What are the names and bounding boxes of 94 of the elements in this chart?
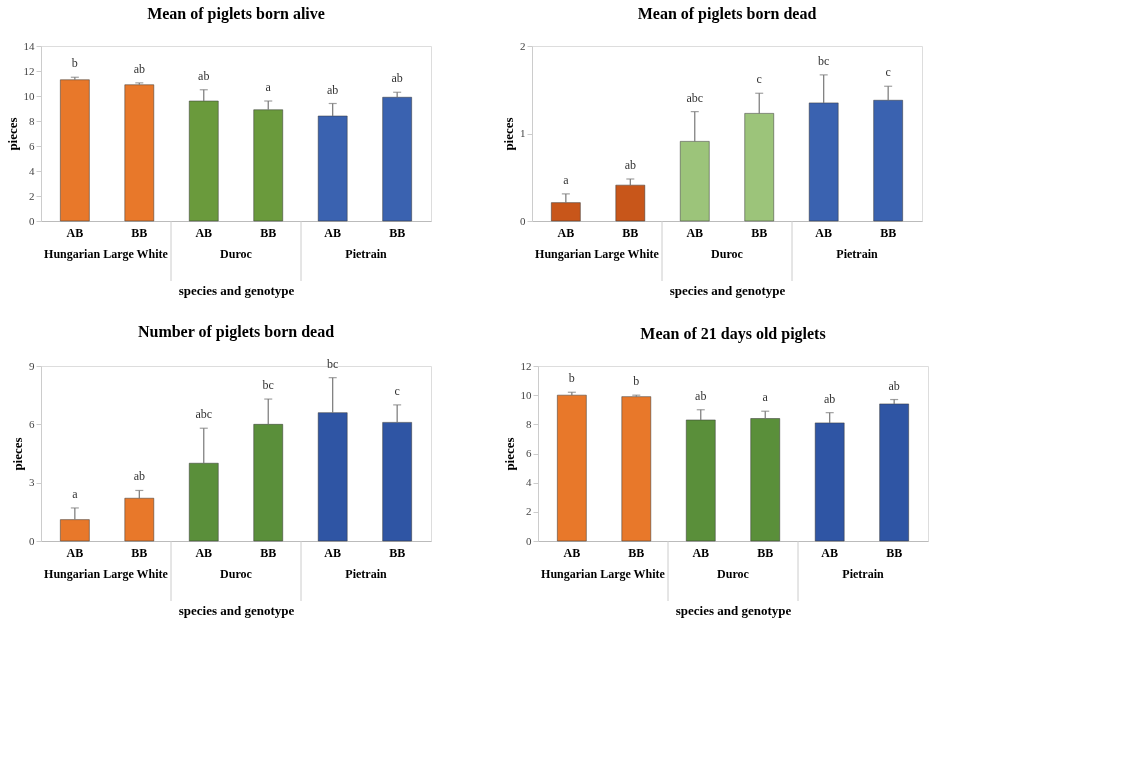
annotation: ab	[133, 61, 145, 76]
annotation: ab	[198, 68, 210, 83]
x-tick-label: AB	[692, 545, 710, 560]
x-tick-label: AB	[563, 545, 581, 560]
y-tick-label: 1	[520, 127, 526, 139]
x-tick-label: AB	[66, 545, 84, 560]
x-tick-label: BB	[757, 545, 774, 560]
text: Pietrain	[345, 567, 387, 581]
y-tick-label: 4	[526, 476, 532, 489]
x-tick-label: AB	[66, 225, 84, 240]
annotation: ab	[624, 158, 636, 172]
annotation: c	[756, 72, 762, 87]
y-tick-label: 10	[520, 388, 532, 401]
x-tick-label: AB	[324, 225, 342, 240]
y-tick-label: 8	[29, 114, 35, 127]
x-axis-title: species and genotype	[178, 602, 295, 618]
chart-title: Mean of piglets born dead	[637, 5, 817, 23]
text: Hungarian Large White	[44, 567, 169, 581]
text: Pietrain	[842, 567, 884, 581]
x-axis-title: species and genotype	[178, 282, 295, 298]
y-tick-label: 0	[29, 214, 35, 227]
text: Pietrain	[345, 247, 387, 261]
y-tick-label: 2	[526, 505, 532, 518]
y-tick-label: 0	[520, 214, 526, 227]
y-tick-label: 2	[29, 189, 35, 202]
annotation: a	[265, 80, 272, 94]
annotation: ab	[824, 391, 836, 406]
annotation: ab	[133, 469, 145, 484]
annotation: ab	[695, 388, 707, 403]
x-tick-label: AB	[195, 545, 213, 560]
y-tick-label: 10	[23, 89, 35, 102]
text: Duroc	[717, 567, 750, 581]
x-tick-label: BB	[880, 225, 897, 240]
y-tick-label: 6	[29, 139, 35, 152]
x-tick-label: BB	[751, 225, 768, 240]
annotation: b	[568, 371, 575, 386]
x-tick-label: AB	[815, 225, 833, 240]
y-tick-label: 3	[29, 476, 35, 489]
y-tick-label: 2	[520, 39, 526, 52]
y-axis-title: pieces	[501, 437, 517, 471]
x-tick-label: AB	[686, 225, 704, 240]
annotation: a	[72, 486, 79, 501]
annotation: a	[563, 172, 570, 187]
annotation: ab	[391, 71, 403, 86]
annotation: bc	[327, 356, 339, 371]
y-tick-label: 6	[526, 447, 532, 459]
annotation: abc	[686, 90, 704, 105]
chart-title: Mean of piglets born alive	[147, 5, 325, 23]
x-tick-label: BB	[389, 545, 406, 560]
y-axis-title: pieces	[4, 117, 20, 151]
annotation: bc	[818, 53, 830, 68]
annotation: a	[762, 390, 769, 405]
x-tick-label: BB	[622, 225, 639, 240]
y-tick-label: 9	[29, 359, 35, 372]
text: Duroc	[711, 247, 744, 261]
y-tick-label: 12	[23, 64, 35, 77]
chart-title: Number of piglets born dead	[137, 322, 335, 341]
y-axis-title: pieces	[501, 117, 516, 151]
chart-title: Mean of 21 days old piglets	[640, 325, 826, 343]
text: Hungarian Large White	[541, 567, 666, 581]
y-tick-label: 14	[23, 39, 35, 52]
annotation: bc	[262, 378, 274, 393]
x-axis-title: species and genotype	[675, 602, 792, 618]
annotation: ab	[327, 82, 339, 97]
x-tick-label: AB	[324, 545, 342, 560]
annotation: c	[885, 65, 891, 80]
x-tick-label: AB	[821, 545, 839, 560]
x-tick-label: BB	[628, 545, 645, 560]
y-tick-label: 6	[29, 417, 35, 430]
x-tick-label: BB	[131, 545, 148, 560]
annotation: b	[71, 56, 78, 71]
y-tick-label: 0	[29, 534, 35, 547]
x-axis-title: species and genotype	[669, 282, 786, 298]
x-tick-label: BB	[260, 225, 277, 240]
x-tick-label: BB	[131, 225, 148, 240]
y-tick-label: 8	[526, 417, 532, 430]
annotation: b	[633, 374, 640, 389]
x-tick-label: AB	[195, 225, 213, 240]
text: Hungarian Large White	[535, 247, 660, 261]
x-tick-label: BB	[260, 545, 277, 560]
y-tick-label: 0	[526, 534, 532, 547]
annotation: ab	[888, 378, 900, 393]
annotation: abc	[195, 407, 213, 422]
x-tick-label: BB	[389, 225, 406, 240]
y-tick-label: 4	[29, 164, 35, 177]
y-tick-label: 12	[520, 359, 532, 372]
text: Pietrain	[836, 247, 878, 261]
text: Duroc	[220, 567, 253, 581]
y-axis-title: pieces	[10, 437, 25, 471]
text: Duroc	[220, 247, 253, 261]
annotation: c	[394, 383, 400, 398]
text: Hungarian Large White	[44, 247, 169, 261]
x-tick-label: AB	[557, 225, 575, 240]
x-tick-label: BB	[886, 545, 903, 560]
